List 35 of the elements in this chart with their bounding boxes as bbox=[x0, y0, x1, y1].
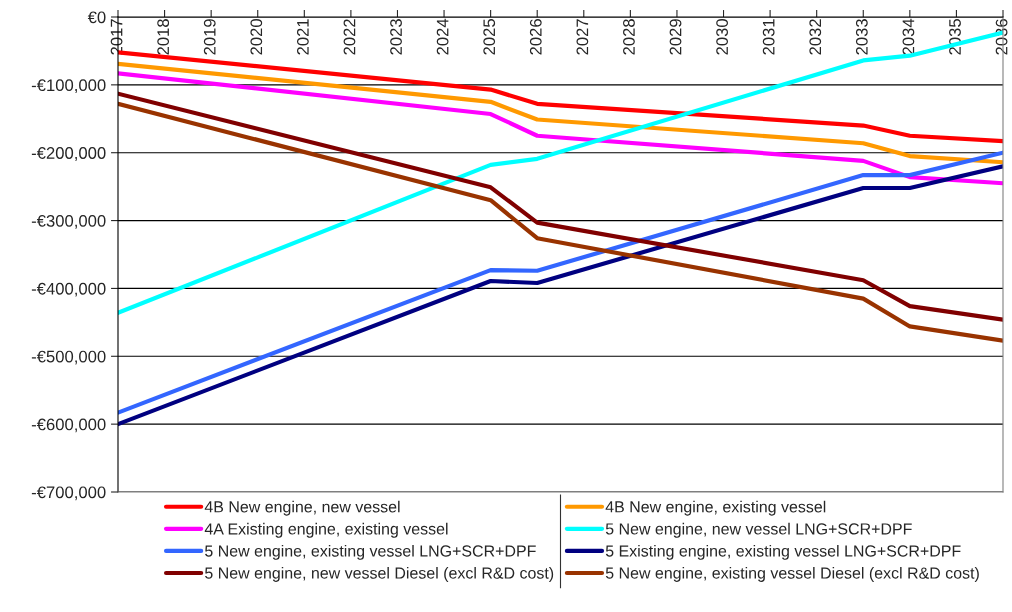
x-tick-label: 2032 bbox=[809, 19, 822, 55]
x-tick-label: 2029 bbox=[669, 19, 682, 55]
y-tick-label: -€100,000 bbox=[31, 79, 106, 94]
x-tick-label: 2026 bbox=[529, 19, 542, 55]
legend-label: 4A Existing engine, existing vessel bbox=[204, 522, 448, 538]
legend-label: 5 New engine, existing vessel Diesel (excl R&D cost) bbox=[605, 566, 979, 582]
y-tick-label: -€400,000 bbox=[31, 282, 106, 297]
x-tick-label: 2019 bbox=[203, 19, 216, 55]
y-tick-label: €0 bbox=[87, 11, 106, 24]
legend-label: 4B New engine, new vessel bbox=[204, 500, 400, 516]
x-tick-label: 2022 bbox=[343, 19, 356, 55]
y-tick-label: -€300,000 bbox=[31, 214, 106, 229]
x-tick-label: 2024 bbox=[436, 18, 449, 55]
x-tick-label: 2023 bbox=[390, 19, 402, 55]
line-series bbox=[118, 61, 1003, 165]
y-tick-label: -€500,000 bbox=[31, 350, 106, 365]
x-tick-label: 2031 bbox=[762, 19, 775, 55]
legend-label: 5 New engine, new vessel Diesel (excl R&D cost) bbox=[205, 566, 554, 582]
line-series bbox=[118, 71, 1003, 186]
x-tick-label: 2030 bbox=[716, 19, 728, 55]
legend-label: 5 New engine, new vessel LNG+SCR+DPF bbox=[605, 522, 912, 538]
legend-label: 5 New engine, existing vessel LNG+SCR+DPF bbox=[205, 544, 536, 560]
x-tick-label: 2027 bbox=[576, 19, 589, 55]
x-tick-label: 2018 bbox=[157, 19, 170, 55]
legend-label: 4B New engine, existing vessel bbox=[605, 500, 826, 516]
y-tick-label: -€700,000 bbox=[31, 486, 106, 501]
legend-label: 5 Existing engine, existing vessel LNG+SCR+DPF bbox=[605, 544, 961, 560]
x-tick-label: 2020 bbox=[250, 19, 263, 55]
x-tick-label: 2025 bbox=[483, 19, 496, 55]
x-tick-label: 2028 bbox=[623, 19, 635, 55]
x-tick-label: 2021 bbox=[296, 19, 309, 55]
y-tick-label: -€200,000 bbox=[31, 147, 106, 161]
x-tick-label: 2034 bbox=[902, 18, 915, 55]
x-tick-label: 2033 bbox=[855, 19, 868, 55]
y-tick-label: -€600,000 bbox=[31, 418, 106, 433]
